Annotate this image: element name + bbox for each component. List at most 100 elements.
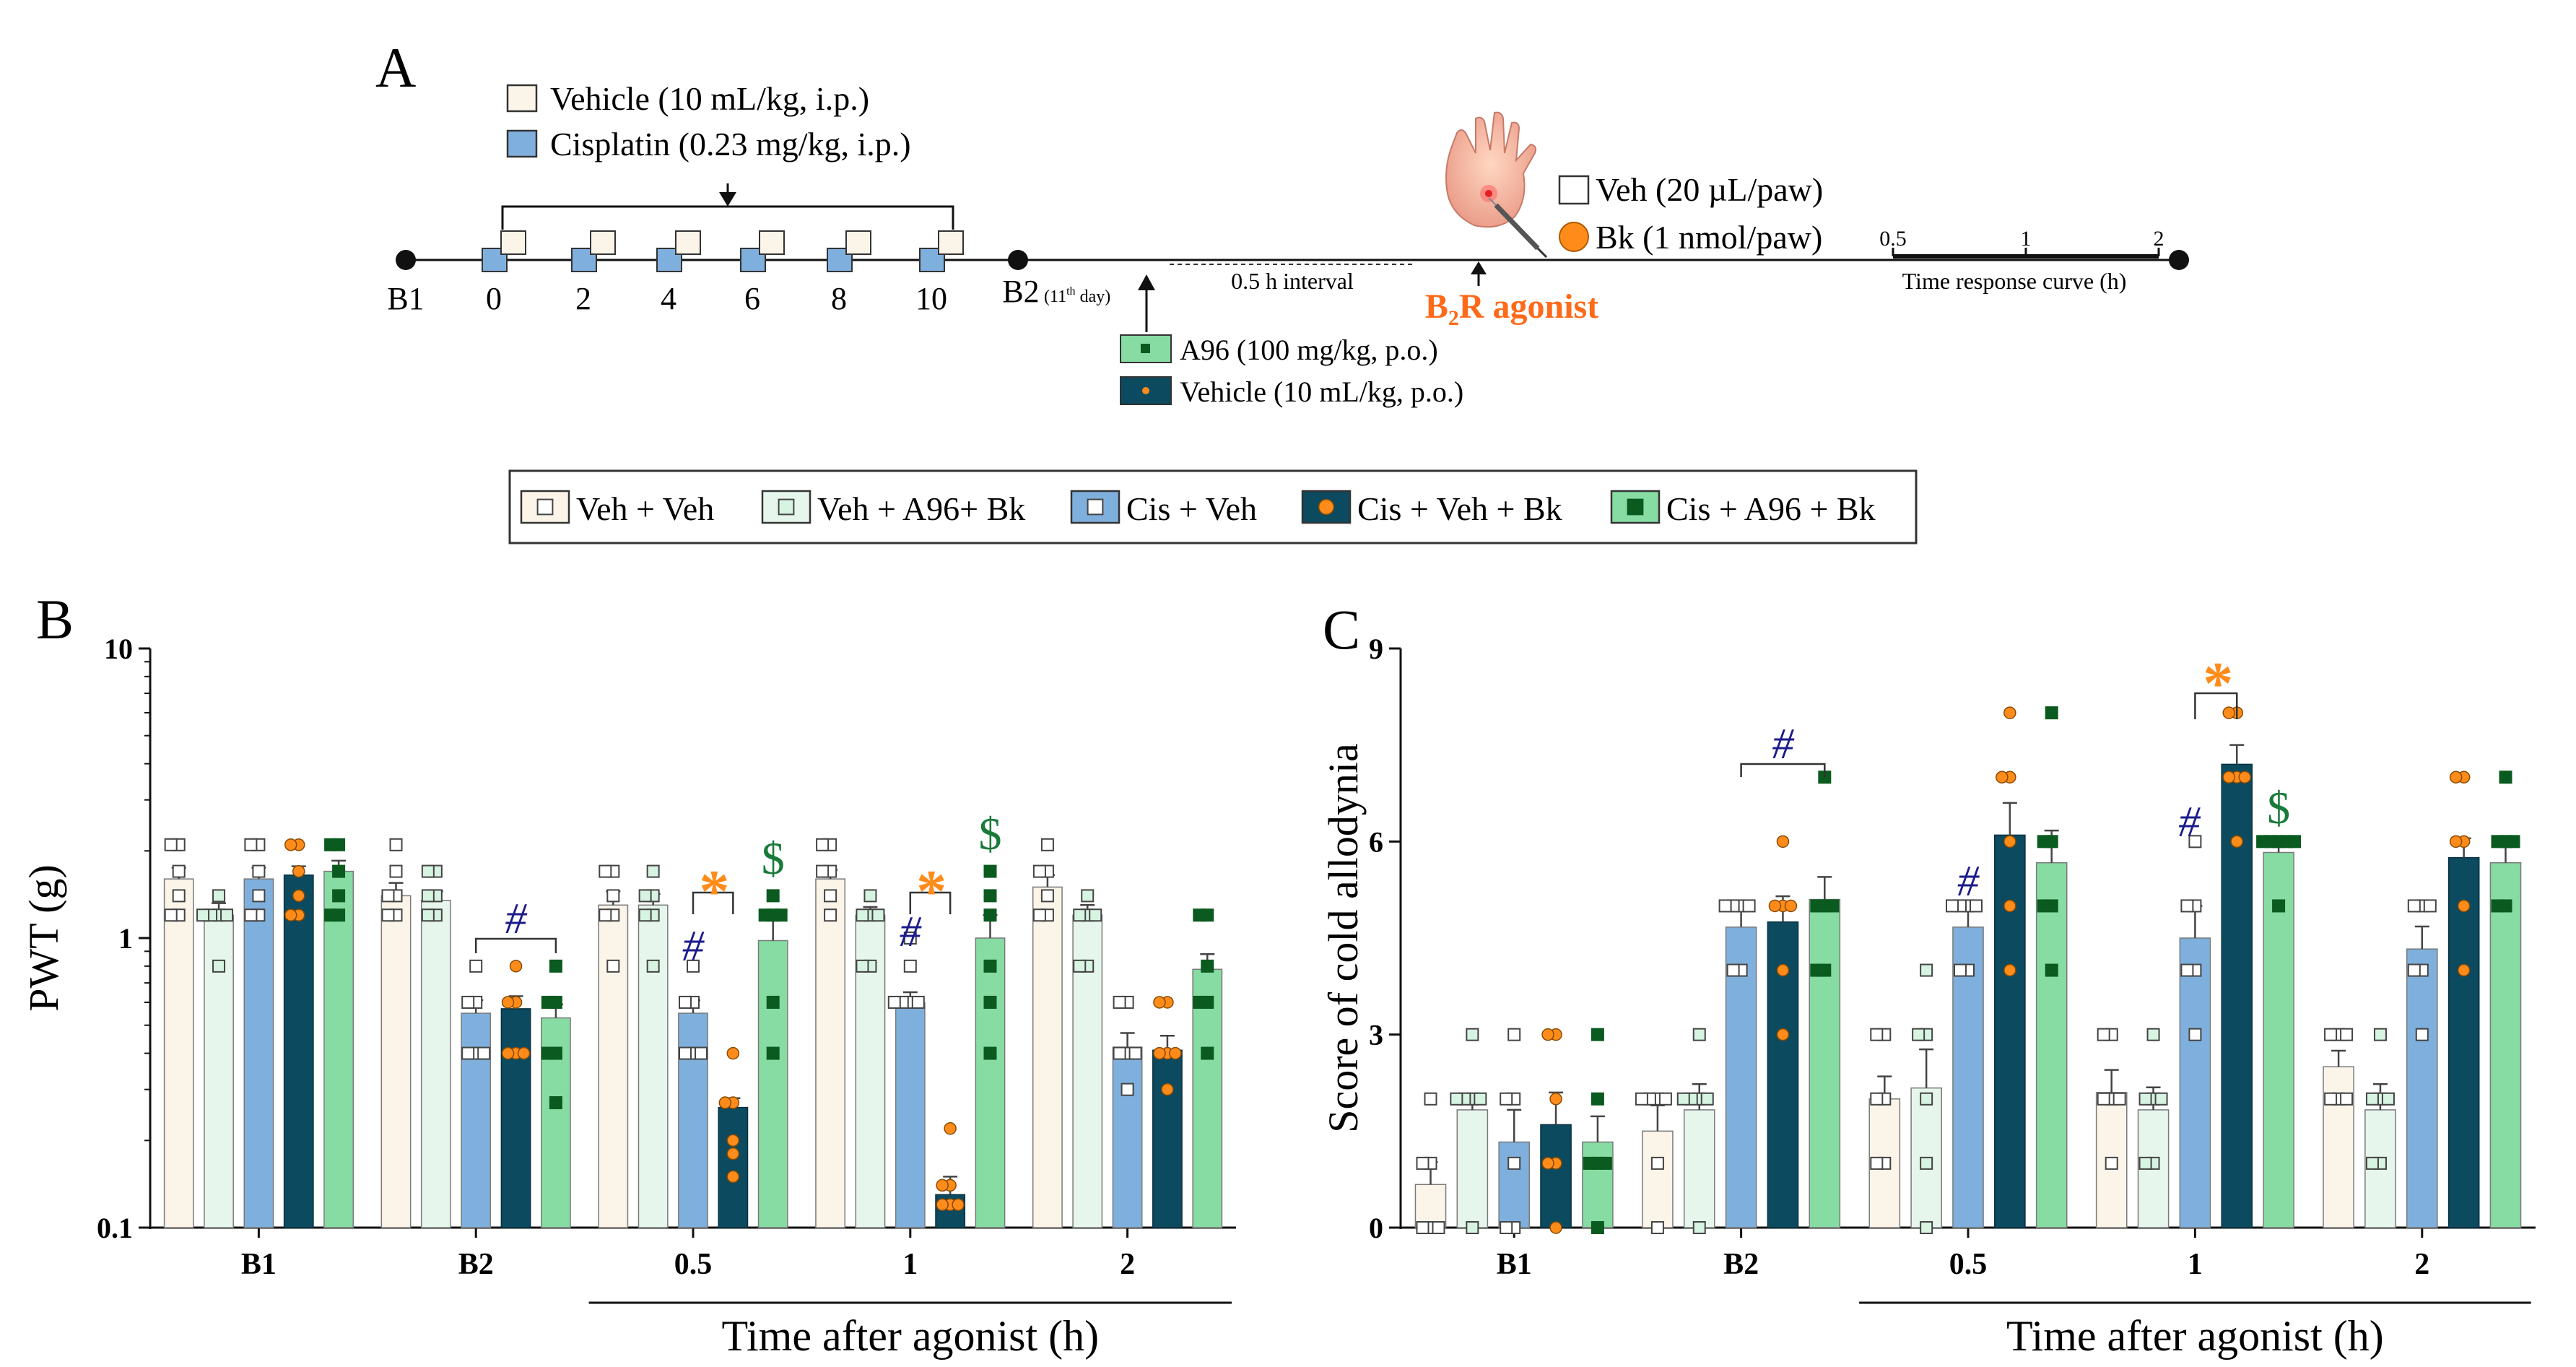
data-point-circle — [1541, 1028, 1554, 1041]
data-point-circle — [1996, 771, 2009, 784]
data-point-square — [2324, 1092, 2338, 1106]
timeline-b2-dot — [1008, 250, 1028, 270]
bar — [283, 875, 314, 1228]
time-response-tick-label: 0.5 — [1879, 227, 1907, 251]
data-point-square — [381, 889, 395, 903]
chart-b-pwt: B 0.1 1 10 PWT (g) B1 B2 0.5 1 2 Time after agonis… — [20, 588, 1236, 1360]
data-point-square — [1946, 899, 1959, 913]
data-point-circle — [1549, 1221, 1562, 1234]
legend-label: Veh + Veh — [576, 490, 714, 527]
bar — [2263, 851, 2294, 1228]
data-point-square — [212, 959, 226, 973]
y-tick-label: 1 — [118, 922, 133, 955]
data-point-circle — [1161, 1082, 1174, 1096]
data-point-square — [2045, 963, 2058, 977]
vehicle-dose-box — [845, 230, 871, 255]
data-point-square — [2491, 835, 2505, 849]
legend-item: Cis + Veh — [1070, 490, 1257, 527]
data-point-square — [1970, 899, 1983, 913]
data-point-square — [903, 959, 917, 973]
data-point-square — [1676, 1092, 1690, 1106]
bar — [1683, 1109, 1715, 1228]
data-point-square — [1591, 1092, 1604, 1106]
significance-bracket — [692, 891, 734, 914]
data-point-square — [863, 889, 877, 903]
panel-label: C — [1323, 598, 1360, 661]
data-point-square — [244, 908, 258, 922]
data-point-square — [477, 1046, 491, 1060]
bar — [2323, 1066, 2354, 1228]
data-point-square — [824, 908, 837, 922]
significance-dollar: $ — [762, 833, 785, 884]
x-tick-label: B1 — [241, 1248, 277, 1281]
data-point-circle — [1776, 963, 1790, 977]
data-point-square — [695, 1046, 708, 1060]
data-point-square — [324, 908, 338, 922]
data-point-square — [638, 908, 652, 922]
data-point-square — [1113, 1046, 1126, 1060]
data-point-circle — [284, 838, 297, 851]
data-point-square — [1466, 1221, 1479, 1234]
y-axis-label: Score of cold allodynia — [1320, 743, 1367, 1133]
timeline-start-dot — [396, 250, 416, 270]
x-tick-label: 0.5 — [674, 1248, 713, 1281]
significance-hash: # — [1957, 857, 1980, 905]
data-point-square — [1089, 908, 1102, 922]
bar — [2406, 948, 2438, 1228]
data-point-circle — [952, 1198, 965, 1211]
dosing-day-label: 0 — [486, 281, 502, 316]
data-point-square — [421, 864, 435, 878]
dosing-day-label: 8 — [831, 281, 847, 316]
agonist-arrow-head — [1471, 261, 1487, 274]
data-point-circle — [936, 1198, 949, 1211]
data-point-square — [1466, 1028, 1479, 1041]
data-point-square — [2112, 1092, 2126, 1106]
data-point-square — [887, 995, 901, 1009]
data-point-circle — [284, 908, 297, 921]
data-point-square — [2097, 1092, 2110, 1106]
group-legend: Veh + Veh Veh + A96+ Bk Cis + Veh Cis + Veh… — [508, 469, 1918, 544]
data-point-square — [2037, 899, 2050, 913]
data-point-square — [1870, 1092, 1884, 1106]
bar — [1414, 1184, 1447, 1228]
significance-dollar: $ — [2267, 782, 2290, 833]
data-point-square — [687, 959, 700, 973]
data-point-circle — [2449, 771, 2463, 784]
y-tick-label: 10 — [104, 633, 133, 665]
data-point-square — [1692, 1028, 1706, 1041]
data-point-square — [1591, 1028, 1604, 1041]
data-point-circle — [726, 1147, 740, 1160]
data-point-square — [172, 864, 186, 878]
data-point-square — [2097, 1028, 2110, 1041]
data-point-square — [461, 995, 475, 1009]
data-point-square — [2154, 1092, 2168, 1106]
legend-label: Veh + A96+ Bk — [817, 490, 1025, 527]
bk-paw-swatch — [1559, 222, 1589, 252]
data-point-square — [1121, 1082, 1134, 1096]
data-point-circle — [2003, 899, 2016, 913]
data-point-square — [1450, 1092, 1463, 1106]
data-point-square — [2288, 835, 2302, 849]
data-point-square — [1627, 498, 1644, 516]
significance-bracket — [2194, 692, 2238, 719]
bar — [1152, 1049, 1183, 1228]
data-point-square — [1658, 1092, 1672, 1106]
bar — [1725, 926, 1757, 1228]
data-point-square — [638, 889, 652, 903]
data-point-circle — [1768, 899, 1782, 913]
time-response-tick-label: 2 — [2154, 227, 2164, 251]
data-point-circle — [2238, 771, 2251, 784]
vehicle-dose-box — [759, 230, 785, 255]
data-point-square — [1912, 1028, 1926, 1041]
timeline-b1-label: B1 — [387, 281, 424, 316]
bar — [1642, 1130, 1674, 1228]
cisplatin-dose-box — [827, 248, 853, 272]
x-tick-label: 1 — [902, 1248, 918, 1281]
data-point-square — [871, 908, 885, 922]
significance-star: * — [699, 858, 729, 925]
data-point-square — [599, 908, 612, 922]
data-point-square — [1507, 1156, 1521, 1170]
data-point-square — [606, 889, 620, 903]
data-point-square — [1087, 498, 1104, 516]
